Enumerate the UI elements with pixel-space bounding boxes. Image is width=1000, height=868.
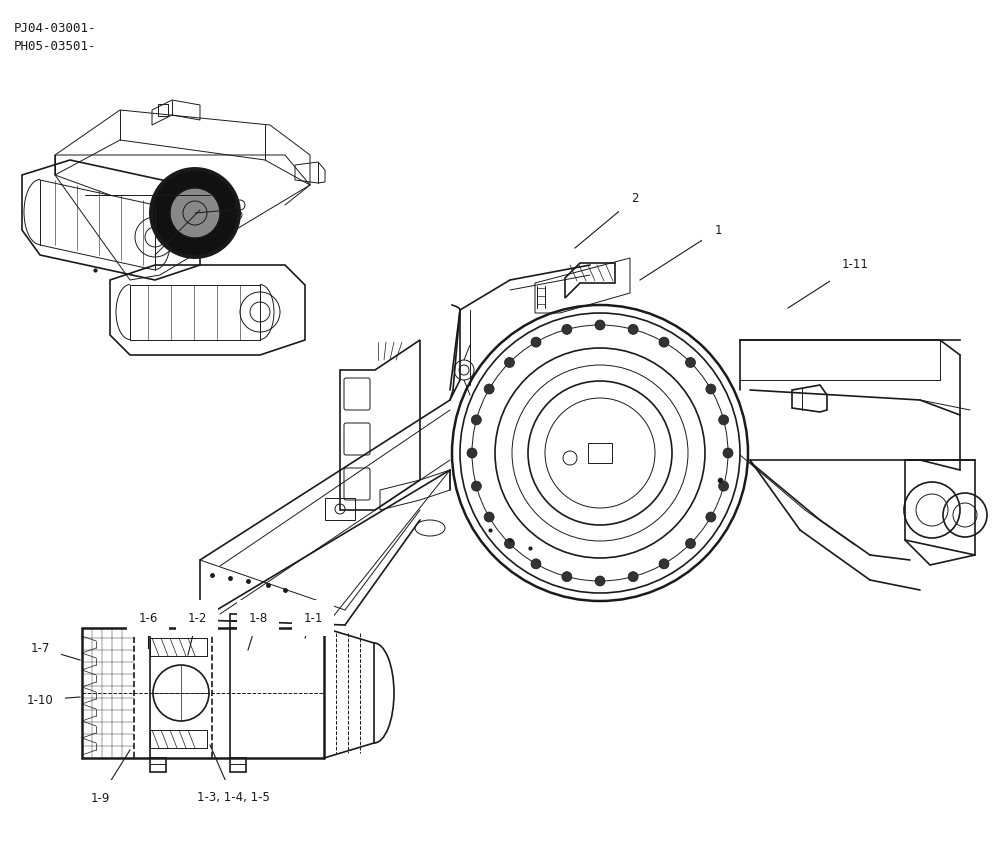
- Circle shape: [719, 481, 729, 491]
- Text: 1-7: 1-7: [30, 641, 50, 654]
- Bar: [158, 104, 168, 116]
- Circle shape: [686, 358, 696, 367]
- Circle shape: [504, 538, 514, 549]
- Bar: [588, 443, 612, 463]
- Bar: [230, 614, 246, 628]
- Text: 1: 1: [714, 223, 722, 236]
- Circle shape: [484, 512, 494, 522]
- Text: 1-8: 1-8: [248, 611, 268, 624]
- Circle shape: [595, 320, 605, 330]
- Text: 2: 2: [631, 192, 639, 205]
- Text: 1-9: 1-9: [90, 792, 110, 805]
- Bar: [325, 498, 355, 520]
- Circle shape: [723, 448, 733, 458]
- Circle shape: [706, 512, 716, 522]
- Circle shape: [484, 384, 494, 394]
- Circle shape: [628, 572, 638, 582]
- Circle shape: [628, 325, 638, 334]
- Circle shape: [504, 358, 514, 367]
- Text: PH05-03501-: PH05-03501-: [14, 40, 96, 53]
- Circle shape: [471, 415, 481, 424]
- Circle shape: [467, 448, 477, 458]
- Bar: [230, 758, 246, 772]
- Circle shape: [531, 559, 541, 569]
- Text: 1-6: 1-6: [138, 611, 158, 624]
- Circle shape: [706, 384, 716, 394]
- Circle shape: [595, 576, 605, 586]
- Text: 1-10: 1-10: [27, 694, 53, 707]
- Text: PJ04-03001-: PJ04-03001-: [14, 22, 96, 35]
- Circle shape: [151, 169, 239, 257]
- Bar: [150, 758, 166, 772]
- Circle shape: [531, 337, 541, 347]
- Text: 1-1: 1-1: [303, 611, 323, 624]
- Circle shape: [719, 415, 729, 424]
- Text: 1-11: 1-11: [842, 259, 868, 272]
- Circle shape: [686, 538, 696, 549]
- Circle shape: [170, 188, 220, 238]
- Circle shape: [562, 572, 572, 582]
- Circle shape: [659, 559, 669, 569]
- Bar: [150, 614, 166, 628]
- Circle shape: [562, 325, 572, 334]
- Text: 1-3, 1-4, 1-5: 1-3, 1-4, 1-5: [197, 792, 269, 805]
- Text: 1-2: 1-2: [187, 611, 207, 624]
- Circle shape: [659, 337, 669, 347]
- Circle shape: [471, 481, 481, 491]
